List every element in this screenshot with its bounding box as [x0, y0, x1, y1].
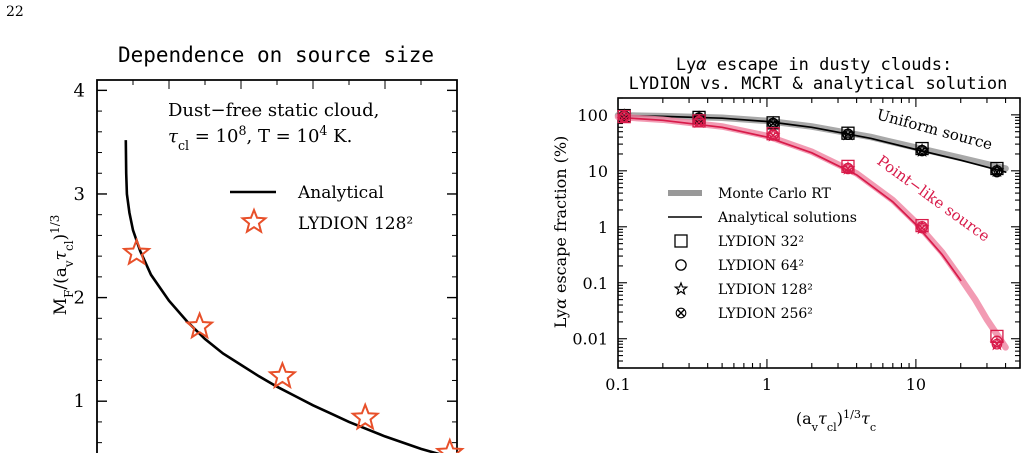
left-legend: Analytical LYDION 128² [230, 183, 413, 234]
right-legend-item: Monte Carlo RT [668, 186, 832, 202]
right-legend-label: LYDION 256² [718, 306, 813, 322]
left-chart-title: Dependence on source size [118, 43, 434, 67]
left-lydion-star-point [267, 360, 298, 390]
cross-marker [916, 222, 928, 234]
cross-marker [991, 338, 1003, 350]
left-legend-label-lydion: LYDION 128² [298, 214, 413, 234]
right-x-tick-label: 0.1 [605, 375, 630, 394]
right-chart-title: Lyα escape in dusty clouds: [676, 55, 952, 75]
cross-marker [991, 166, 1003, 178]
left-analytical-line [124, 140, 441, 453]
right-legend-label: Monte Carlo RT [718, 186, 832, 202]
right-y-tick-label: 100 [577, 106, 608, 125]
left-y-axis-label: MF/(avτcl)1/3 [48, 215, 76, 316]
uniform-source-annotation: Uniform source [875, 105, 994, 153]
right-legend-label: LYDION 128² [718, 282, 813, 298]
cross-marker [693, 116, 705, 128]
left-lydion-markers [121, 237, 465, 453]
right-plot-frame [617, 97, 1021, 369]
left-axes: 1 2 3 4 [74, 79, 458, 453]
left-y-tick-label: 2 [74, 288, 85, 309]
cross-marker [916, 145, 928, 156]
left-y-tick-label: 4 [74, 80, 85, 101]
right-y-axis-label: Lyα escape fraction (%) [551, 136, 570, 329]
right-legend-item: LYDION 128² [673, 281, 813, 298]
cross-marker [767, 130, 779, 141]
star-marker [673, 281, 689, 296]
left-lydion-star-point [350, 402, 381, 431]
cross-marker [842, 163, 854, 174]
right-x-axis-label: (avτcl)1/3τc [796, 408, 876, 434]
right-y-tick-label: 0.01 [572, 330, 608, 349]
cross-marker [842, 128, 854, 140]
right-y-tick-label: 1 [598, 218, 608, 237]
page-number: 22 [6, 4, 24, 20]
left-y-tick-label: 3 [74, 184, 85, 205]
right-y-tick-label: 0.1 [583, 274, 608, 293]
right-legend-item: LYDION 32² [674, 234, 804, 250]
right-legend-label: LYDION 64² [718, 258, 804, 274]
right-legend-item: LYDION 256² [675, 306, 813, 322]
left-note-line-1: Dust−free static cloud, [168, 100, 379, 121]
circle-marker [675, 259, 687, 271]
right-axes: 0.1 1 10 0.01 0.1 1 10 100 [572, 97, 1021, 394]
right-y-tick-label: 10 [588, 162, 608, 181]
left-lydion-star-point [184, 310, 215, 340]
right-legend-label: LYDION 32² [718, 234, 804, 250]
right-x-tick-label: 10 [906, 375, 926, 394]
right-chart: Lyα escape in dusty clouds: LYDION vs. M… [551, 55, 1021, 434]
left-legend-star-swatch [239, 207, 269, 234]
analytical-curve [617, 114, 1007, 173]
square-marker [990, 329, 1004, 344]
right-legend: Monte Carlo RT Analytical solutions LYDION… [668, 186, 857, 322]
left-legend-star [239, 207, 269, 234]
right-lydion-markers [616, 108, 1005, 351]
right-legend-label: Analytical solutions [717, 210, 857, 226]
cross-marker [618, 111, 630, 123]
left-legend-label-analytical: Analytical [297, 183, 384, 203]
right-legend-item: Analytical solutions [668, 210, 857, 226]
left-y-tick-label: 1 [74, 391, 85, 412]
left-chart: Dependence on source size MF/(avτcl)1/3 … [48, 43, 465, 453]
left-note-line-2: τcl = 108, T = 104 K. [168, 123, 352, 153]
square-marker [674, 234, 688, 248]
left-analytical-curve [124, 140, 441, 453]
right-x-tick-label: 1 [762, 375, 772, 394]
cross-marker [675, 307, 687, 319]
right-legend-item: LYDION 64² [675, 258, 804, 274]
left-lydion-star-point [434, 437, 465, 453]
left-note: Dust−free static cloud, τcl = 108, T = 1… [168, 100, 379, 153]
right-curves [614, 112, 1009, 351]
right-chart-subtitle: LYDION vs. MCRT & analytical solution [629, 74, 1008, 94]
left-lydion-star-point [121, 237, 152, 266]
